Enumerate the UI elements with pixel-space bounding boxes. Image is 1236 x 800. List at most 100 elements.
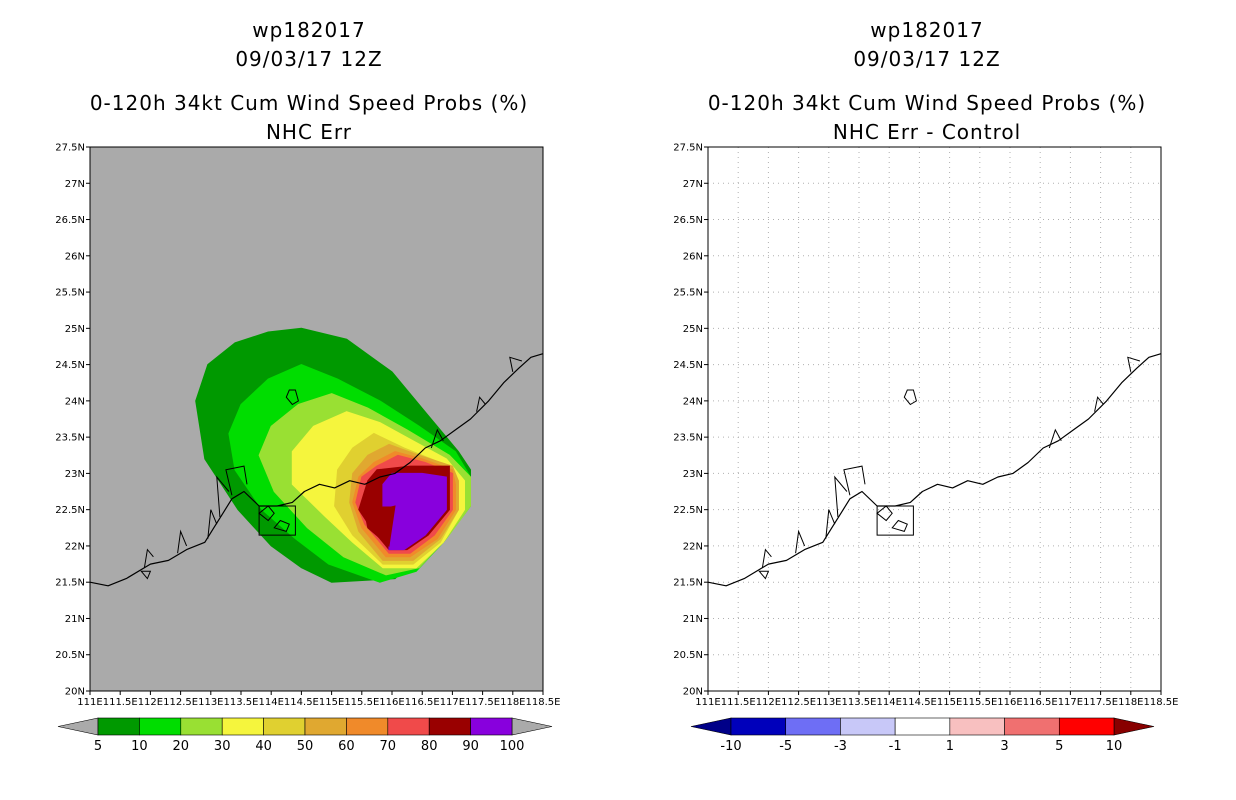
colorbar-swatch <box>1058 717 1115 736</box>
y-tick-label: 22N <box>65 541 85 552</box>
coastline-inlet <box>843 465 866 496</box>
colorbar-label: 50 <box>297 739 314 754</box>
coastline-inlet <box>1127 356 1141 373</box>
colorbar-swatch <box>346 717 389 736</box>
x-tick-label: 116E <box>997 697 1022 708</box>
x-tick-label: 115E <box>319 697 344 708</box>
colorbar-swatch <box>785 717 841 736</box>
plot-frame <box>707 146 1162 692</box>
colorbar-label: 3 <box>1000 739 1008 754</box>
y-tick-label: 21.5N <box>55 578 85 589</box>
x-tick-label: 117.5E <box>465 697 500 708</box>
coastline-inlet <box>834 475 848 517</box>
left-title-subtitle: NHC Err <box>266 120 352 144</box>
y-tick-label: 27.5N <box>55 143 85 154</box>
coastline <box>707 353 1162 587</box>
y-tick-label: 24.5N <box>55 360 85 371</box>
y-tick-label: 25.5N <box>673 288 703 299</box>
x-tick-label: 118.5E <box>1144 697 1179 708</box>
x-tick-label: 111.5E <box>721 697 756 708</box>
region-box <box>876 505 914 536</box>
right-title-subtitle: NHC Err - Control <box>833 120 1021 144</box>
colorbar-over-arrow <box>1113 717 1155 736</box>
coastline-inlet <box>216 475 230 517</box>
x-tick-label: 113E <box>816 697 841 708</box>
x-tick-label: 112.5E <box>163 697 198 708</box>
island-outline <box>758 570 770 580</box>
colorbar-swatch <box>263 717 306 736</box>
left-plot-area: 111E 111.5E 112E 112.5E 113E 113.5E 114E 114.5E… <box>55 143 560 709</box>
x-tick-label: 117.5E <box>1083 697 1118 708</box>
island-outline <box>891 519 908 533</box>
left-title-product: 0-120h 34kt Cum Wind Speed Probs (%) <box>90 91 528 115</box>
x-tick-label: 118E <box>1118 697 1143 708</box>
colorbar-label: 10 <box>131 739 148 754</box>
y-tick-label: 25N <box>683 324 703 335</box>
x-tick-label: 115.5E <box>962 697 997 708</box>
y-tick-label: 26N <box>683 251 703 262</box>
colorbar-label: 80 <box>421 739 438 754</box>
x-tick-label: 112E <box>138 697 163 708</box>
y-tick-label: 24N <box>65 396 85 407</box>
x-tick-label: 118E <box>500 697 525 708</box>
colorbar-swatch <box>840 717 896 736</box>
colorbar-swatch <box>470 717 513 736</box>
coastline-inlet <box>476 396 486 412</box>
x-tick-label: 114E <box>876 697 901 708</box>
x-tick-label: 113.5E <box>842 697 877 708</box>
colorbar-label: -10 <box>720 739 741 754</box>
y-tick-label: 21N <box>683 614 703 625</box>
x-tick-label: 111.5E <box>103 697 138 708</box>
colorbar-label: -1 <box>889 739 902 754</box>
y-tick-label: 27.5N <box>673 143 703 154</box>
x-tick-label: 117E <box>440 697 465 708</box>
x-tick-label: 114.5E <box>902 697 937 708</box>
right-colorbar: -10 -5 -3 -1 1 3 5 10 <box>690 717 1155 754</box>
colorbar-label: 60 <box>338 739 355 754</box>
y-tick-label: 23N <box>683 469 703 480</box>
colorbar-swatch <box>97 717 140 736</box>
coastline-inlet <box>825 509 836 539</box>
right-chart: wp182017 09/03/17 12Z 0-120h 34kt Cum Wi… <box>673 18 1178 754</box>
coastline-inlet <box>143 548 154 568</box>
right-title-date: 09/03/17 12Z <box>853 47 1000 71</box>
right-title-product: 0-120h 34kt Cum Wind Speed Probs (%) <box>708 91 1146 115</box>
colorbar-swatch <box>304 717 347 736</box>
colorbar-label: 40 <box>255 739 272 754</box>
colorbar-label: -3 <box>834 739 847 754</box>
y-tick-label: 26N <box>65 251 85 262</box>
colorbar-swatch <box>949 717 1005 736</box>
island-outline <box>285 389 299 406</box>
y-tick-label: 20N <box>683 687 703 698</box>
colorbar-label: 5 <box>94 739 102 754</box>
coastline-inlet <box>207 509 218 539</box>
colorbar-swatch <box>1004 717 1060 736</box>
x-tick-label: 116E <box>379 697 404 708</box>
x-tick-label: 111E <box>695 697 720 708</box>
x-tick-label: 115.5E <box>344 697 379 708</box>
x-tick-label: 114E <box>258 697 283 708</box>
x-tick-label: 112.5E <box>781 697 816 708</box>
colorbar-label: -5 <box>779 739 792 754</box>
y-tick-label: 23.5N <box>55 433 85 444</box>
y-tick-label: 27N <box>65 179 85 190</box>
y-tick-label: 26.5N <box>55 215 85 226</box>
plot-background <box>708 147 1161 691</box>
right-plot-area: 111E 111.5E 112E 112.5E 113E 113.5E 114E 114.5E… <box>673 143 1178 709</box>
x-tick-label: 116.5E <box>405 697 440 708</box>
colorbar-under-arrow <box>57 717 99 736</box>
coastline-inlet <box>1094 396 1104 412</box>
y-tick-label: 22N <box>683 541 703 552</box>
coastline-inlet <box>430 428 444 449</box>
left-colorbar: 5 10 20 30 40 50 60 70 80 90 100 <box>57 717 553 754</box>
colorbar-swatch <box>180 717 223 736</box>
contour-80-lobe <box>364 505 396 547</box>
x-tick-label: 116.5E <box>1023 697 1058 708</box>
left-title-storm: wp182017 <box>252 18 365 42</box>
colorbar-swatch <box>221 717 264 736</box>
y-tick-label: 20.5N <box>55 650 85 661</box>
island-outline <box>903 389 917 406</box>
colorbar-swatch <box>428 717 471 736</box>
x-tick-label: 113E <box>198 697 223 708</box>
y-tick-label: 20N <box>65 687 85 698</box>
